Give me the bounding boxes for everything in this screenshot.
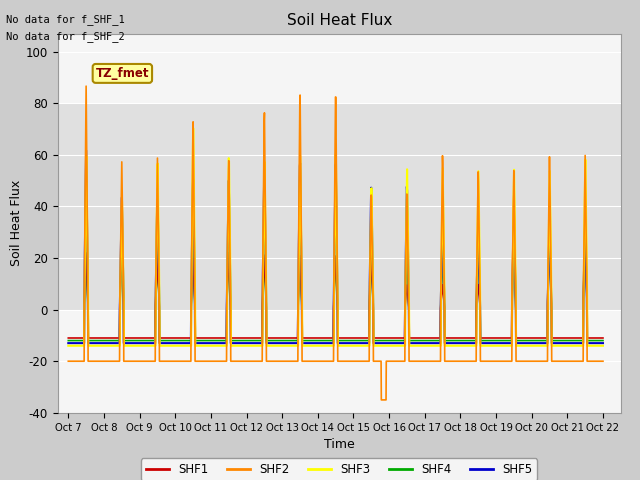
X-axis label: Time: Time [324, 438, 355, 451]
Title: Soil Heat Flux: Soil Heat Flux [287, 13, 392, 28]
Legend: SHF1, SHF2, SHF3, SHF4, SHF5: SHF1, SHF2, SHF3, SHF4, SHF5 [141, 458, 538, 480]
Text: TZ_fmet: TZ_fmet [95, 67, 149, 80]
Bar [58, 103, 621, 310]
Y-axis label: Soil Heat Flux: Soil Heat Flux [10, 180, 23, 266]
Text: No data for f_SHF_1: No data for f_SHF_1 [6, 14, 125, 25]
Text: No data for f_SHF_2: No data for f_SHF_2 [6, 31, 125, 42]
